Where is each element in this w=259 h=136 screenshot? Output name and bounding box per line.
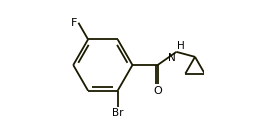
Text: Br: Br bbox=[112, 108, 123, 118]
Text: N: N bbox=[168, 53, 176, 63]
Text: O: O bbox=[153, 86, 162, 96]
Text: H: H bbox=[177, 41, 185, 51]
Text: F: F bbox=[71, 18, 77, 28]
